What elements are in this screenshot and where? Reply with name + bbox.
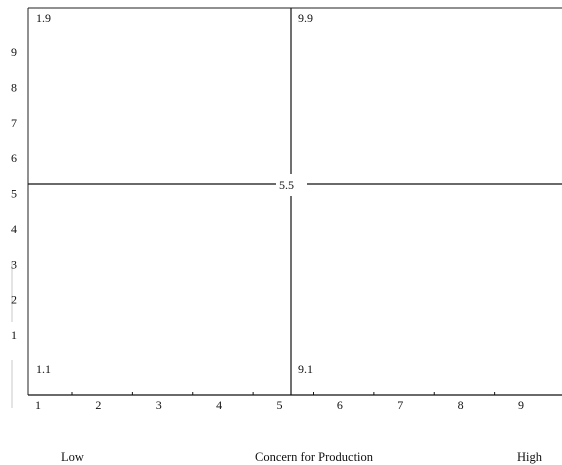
- y-tick-label: 6: [11, 151, 17, 165]
- label-top-right: 9.9: [298, 11, 313, 25]
- x-tick-label: 9: [518, 398, 524, 412]
- y-tick-label: 9: [11, 45, 17, 59]
- label-top-left: 1.9: [36, 11, 51, 25]
- label-bottom-left: 1.1: [36, 362, 51, 376]
- x-axis-ticks: 1 2 3 4 5 6 7 8 9: [35, 392, 524, 412]
- y-tick-label: 5: [11, 187, 17, 201]
- x-tick-label: 5: [277, 398, 283, 412]
- y-axis-ticks: 1 2 3 4 5 6 7 8 9: [11, 45, 17, 342]
- y-tick-label: 8: [11, 80, 17, 94]
- x-tick-label: 8: [458, 398, 464, 412]
- x-tick-label: 1: [35, 398, 41, 412]
- x-axis-title: Concern for Production: [255, 450, 374, 464]
- label-bottom-right: 9.1: [298, 362, 313, 376]
- x-tick-label: 2: [95, 398, 101, 412]
- y-tick-label: 7: [11, 116, 17, 130]
- x-tick-label: 6: [337, 398, 343, 412]
- y-tick-label: 2: [11, 293, 17, 307]
- x-tick-label: 7: [397, 398, 403, 412]
- label-center: 5.5: [279, 178, 294, 192]
- y-tick-label: 1: [11, 328, 17, 342]
- y-tick-label: 4: [11, 222, 17, 236]
- x-axis-high-label: High: [517, 450, 543, 464]
- x-tick-label: 3: [156, 398, 162, 412]
- x-tick-label: 4: [216, 398, 222, 412]
- x-axis-low-label: Low: [61, 450, 84, 464]
- y-tick-label: 3: [11, 257, 17, 271]
